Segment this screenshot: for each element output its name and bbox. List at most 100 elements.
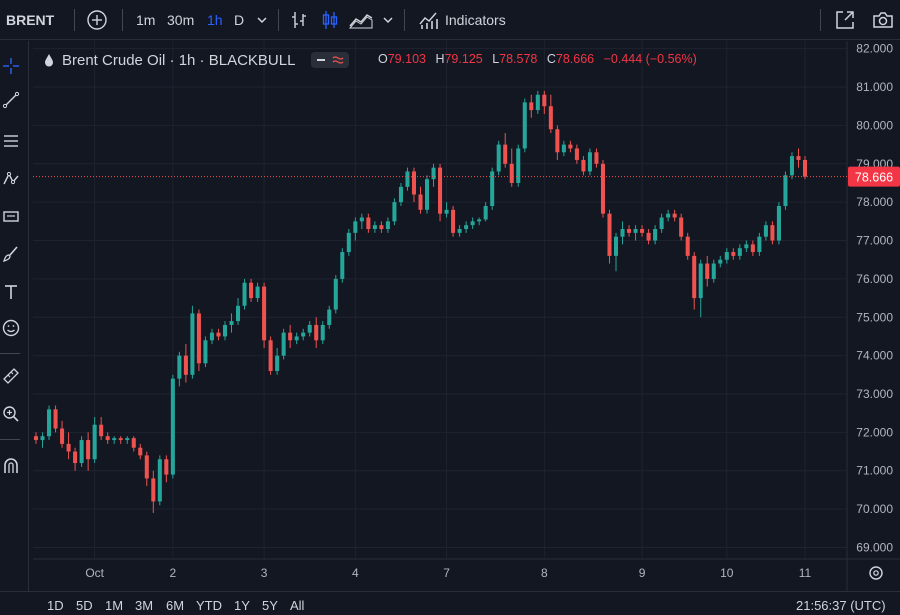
crosshair-tool[interactable] [0, 55, 22, 77]
x-axis-tick-label: 8 [541, 566, 548, 580]
candle-body [151, 478, 156, 502]
settings-gear-icon[interactable] [869, 566, 883, 580]
snapshot-button[interactable] [871, 0, 895, 40]
last-price-label: 78.666 [855, 171, 893, 185]
candles-chart-type-button[interactable] [320, 0, 340, 40]
symbol-title[interactable]: Brent Crude Oil · 1h · BLACKBULL [62, 51, 296, 69]
y-axis-tick-label: 81.000 [856, 80, 893, 94]
chart-type-dropdown[interactable] [381, 0, 395, 40]
y-axis-tick-label: 69.000 [856, 540, 893, 554]
y-axis-tick-label: 76.000 [856, 272, 893, 286]
compare-symbol-button[interactable] [86, 0, 108, 40]
bar-chart-type-button[interactable] [289, 0, 309, 40]
candle-body [438, 167, 443, 214]
utc-clock[interactable]: 21:56:37 (UTC) [796, 598, 886, 613]
candle-body [262, 286, 267, 341]
x-axis-tick-label: 11 [799, 566, 812, 580]
toolbar-divider [74, 9, 75, 31]
x-axis-tick-label: Oct [85, 566, 104, 580]
candle-body [340, 252, 345, 279]
range-3M[interactable]: 3M [135, 598, 154, 613]
area-chart-type-button[interactable] [348, 0, 374, 40]
chart-grid [33, 41, 900, 591]
range-5D[interactable]: 5D [76, 598, 93, 613]
candle-body [125, 438, 130, 441]
horizontal-lines-icon [4, 135, 18, 147]
chart-overlay: 69.000 70.000 71.000 72.000 73.000 74.000 75.0… [33, 42, 900, 580]
range-1D[interactable]: 1D [47, 598, 64, 613]
candle-body [411, 171, 417, 195]
candle-body [640, 229, 645, 233]
price-chart[interactable]: 69.000 70.000 71.000 72.000 73.000 74.000 75.0… [0, 41, 900, 591]
zoom-tool[interactable] [0, 403, 22, 425]
candle-body [692, 255, 697, 299]
interval-D[interactable]: D [234, 12, 245, 28]
interval-1h[interactable]: 1h [207, 12, 223, 28]
pattern-tool[interactable] [0, 168, 22, 190]
candle-body [112, 438, 117, 441]
candle-body [118, 438, 123, 441]
measure-tool[interactable] [0, 365, 22, 387]
change-value: −0.444 (−0.56%) [603, 52, 697, 66]
range-All[interactable]: All [290, 598, 305, 613]
candle-body [666, 213, 671, 218]
candle-body [177, 355, 182, 379]
fib-tool[interactable] [0, 130, 22, 152]
candle-body [470, 221, 475, 226]
candle-body [275, 355, 280, 371]
x-axis-tick-label: 10 [720, 566, 734, 580]
prediction-tool[interactable] [0, 205, 22, 227]
candle-body [144, 455, 149, 479]
low-value: 78.578 [499, 52, 538, 66]
legend-controls[interactable] [311, 52, 350, 68]
candle-body [92, 424, 97, 460]
candle-body [203, 340, 208, 364]
ruler-box-icon [3, 211, 19, 222]
text-tool[interactable] [0, 281, 22, 303]
candle-body [685, 236, 690, 256]
y-axis-tick-label: 80.000 [856, 118, 893, 132]
interval-dropdown[interactable] [255, 0, 269, 40]
gear-ring [869, 566, 883, 580]
plot-area [33, 41, 847, 559]
toolbar-divider [404, 9, 405, 31]
candle-body [190, 313, 195, 375]
range-1M[interactable]: 1M [105, 598, 124, 613]
indicators-button[interactable]: Indicators [418, 0, 506, 40]
candle-body [294, 336, 299, 341]
candle-body [646, 232, 651, 241]
emoji-tool[interactable] [0, 317, 22, 339]
candle-body [783, 175, 788, 206]
open-key: O [378, 52, 388, 66]
range-5Y[interactable]: 5Y [262, 598, 278, 613]
candle-body [346, 232, 351, 253]
candle-body [196, 313, 201, 364]
interval-30m[interactable]: 30m [167, 12, 195, 28]
range-1Y[interactable]: 1Y [234, 598, 250, 613]
candle-body [653, 229, 658, 241]
brush-tool[interactable] [0, 243, 22, 265]
candle-body [802, 159, 808, 177]
x-axis-tick-label: 2 [170, 566, 177, 580]
symbol-search[interactable]: BRENT [6, 12, 55, 28]
magnet-icon [4, 458, 18, 473]
range-6M[interactable]: 6M [166, 598, 185, 613]
candle-body [47, 409, 52, 437]
interval-1m[interactable]: 1m [136, 12, 156, 28]
candle-body [770, 225, 775, 241]
candle-body [79, 440, 84, 464]
high-value: 79.125 [444, 52, 483, 66]
candle-body [53, 409, 58, 429]
expand-icon [836, 11, 854, 29]
magnet-tool[interactable] [0, 455, 22, 477]
candles-layer [33, 90, 808, 513]
candle-body [705, 263, 710, 279]
candle-body [451, 209, 456, 233]
camera-icon [873, 12, 893, 28]
x-axis-tick-label: 7 [443, 566, 450, 580]
candle-body [672, 213, 677, 218]
fullscreen-button[interactable] [834, 0, 856, 40]
trend-line-tool[interactable] [0, 89, 22, 111]
range-YTD[interactable]: YTD [196, 598, 222, 613]
candle-body [307, 324, 312, 333]
